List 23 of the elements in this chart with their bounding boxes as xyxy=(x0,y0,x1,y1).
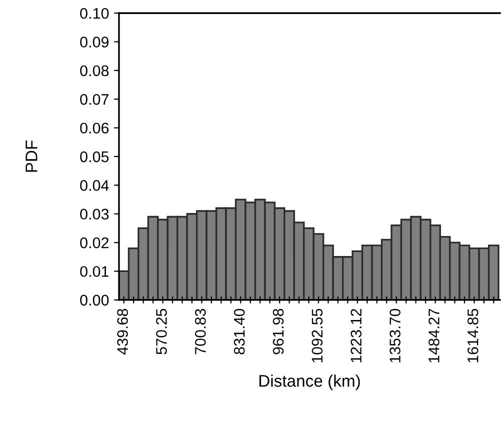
y-tick-label: 0.05 xyxy=(80,151,109,162)
x-tick-label: 1223.12 xyxy=(350,309,362,362)
y-tick-label: 0.02 xyxy=(80,237,108,248)
x-tick-label: 831.40 xyxy=(234,308,245,354)
y-tick-label: 0.04 xyxy=(80,180,109,191)
x-tick-label: 570.25 xyxy=(156,308,167,354)
y-tick-label: 0.07 xyxy=(80,94,108,105)
y-tick-label: 0.00 xyxy=(80,294,109,306)
x-tick-label: 439.68 xyxy=(117,308,128,355)
y-tick-label: 0.03 xyxy=(80,208,109,220)
x-tick-label: 1484.27 xyxy=(428,309,440,362)
x-tick-label: 700.83 xyxy=(194,308,206,354)
x-tick-label: 1353.70 xyxy=(390,308,400,362)
y-axis-title: PDF xyxy=(26,140,38,172)
y-tick-label: 0.06 xyxy=(80,122,109,134)
x-tick-label: 961.98 xyxy=(272,308,284,354)
y-tick-label: 0.10 xyxy=(80,8,109,19)
x-tick-label: 1614.85 xyxy=(467,308,478,362)
x-tick-label: 1092.55 xyxy=(312,308,323,362)
x-axis-title: Distance (km) xyxy=(259,374,360,390)
y-tick-label: 0.08 xyxy=(80,65,109,76)
y-tick-label: 0.09 xyxy=(80,36,109,48)
y-tick-label: 0.01 xyxy=(80,266,109,277)
